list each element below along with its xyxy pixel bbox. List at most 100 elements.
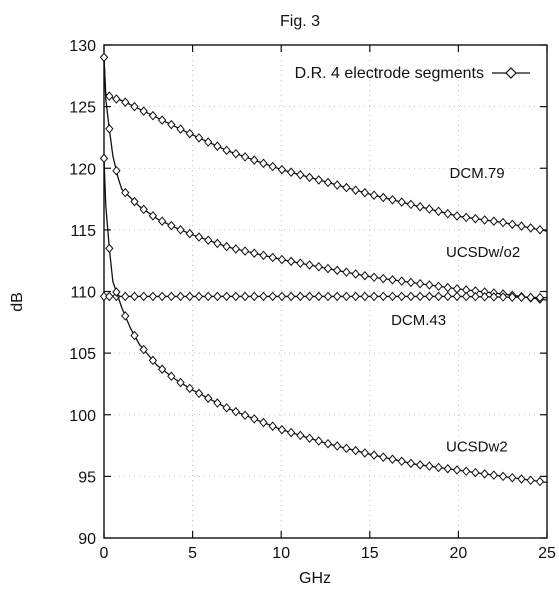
data-point — [388, 195, 397, 205]
data-point — [105, 291, 114, 302]
data-point — [360, 291, 370, 302]
data-point — [240, 291, 250, 302]
y-axis-title: dB — [9, 292, 26, 312]
data-point — [105, 243, 114, 254]
data-point — [176, 291, 185, 302]
data-point — [185, 228, 194, 239]
data-point — [471, 467, 480, 478]
data-point — [406, 199, 416, 210]
data-point — [296, 291, 305, 302]
data-point — [259, 158, 268, 169]
data-point — [259, 291, 268, 302]
x-tick-label: 25 — [538, 545, 556, 562]
data-point — [498, 292, 508, 302]
data-point — [305, 172, 314, 183]
series-group — [99, 52, 548, 487]
data-point — [231, 406, 241, 417]
data-point — [535, 224, 545, 235]
data-point — [213, 291, 222, 302]
data-point — [379, 192, 388, 203]
data-point — [360, 270, 370, 281]
series-dcm-43 — [99, 291, 548, 303]
data-point — [498, 471, 508, 482]
data-point — [185, 291, 194, 302]
data-point — [139, 204, 148, 215]
data-point — [268, 291, 277, 302]
data-point — [314, 436, 323, 446]
data-point — [286, 256, 296, 267]
data-point — [121, 97, 130, 107]
data-point — [369, 272, 379, 283]
data-point — [369, 450, 379, 460]
data-point — [240, 410, 250, 421]
data-point — [105, 124, 114, 134]
data-point — [452, 211, 462, 221]
data-point — [379, 291, 388, 302]
data-point — [434, 281, 443, 292]
data-point — [268, 161, 277, 172]
data-point — [305, 291, 314, 302]
data-point — [517, 474, 526, 484]
data-point — [157, 216, 167, 226]
data-point — [240, 246, 250, 256]
data-point — [213, 398, 222, 408]
data-point — [526, 292, 535, 303]
data-point — [406, 458, 416, 469]
data-point — [480, 215, 489, 225]
data-point — [157, 291, 167, 302]
data-point — [222, 241, 231, 252]
data-point — [277, 164, 287, 175]
data-point — [415, 460, 425, 470]
data-point — [471, 213, 480, 224]
data-point — [462, 291, 471, 302]
data-point — [462, 466, 471, 477]
data-point — [425, 204, 434, 214]
data-point — [351, 185, 360, 195]
y-tick-label: 105 — [69, 346, 96, 363]
data-point — [222, 145, 231, 156]
data-point — [222, 403, 231, 413]
data-point — [194, 232, 204, 242]
data-point — [99, 153, 109, 164]
data-point — [489, 470, 499, 480]
x-tick-label: 15 — [361, 545, 379, 562]
data-point — [222, 291, 231, 302]
data-point — [296, 170, 305, 180]
data-point — [112, 287, 121, 297]
data-point — [231, 244, 241, 254]
y-tick-label: 100 — [69, 408, 96, 425]
y-tick-label: 120 — [69, 161, 96, 178]
data-point — [305, 433, 314, 443]
data-point — [323, 291, 333, 302]
data-point — [333, 265, 342, 276]
series-line — [103, 158, 548, 484]
data-point — [425, 461, 434, 471]
data-point — [397, 456, 406, 467]
x-tick-label: 0 — [100, 545, 109, 562]
data-point — [250, 155, 259, 165]
data-point — [167, 220, 176, 231]
data-point — [452, 465, 462, 475]
data-point — [434, 291, 443, 302]
data-point — [342, 182, 351, 193]
data-point — [443, 208, 452, 219]
data-point — [176, 225, 185, 235]
data-point — [388, 291, 397, 302]
data-point — [130, 291, 139, 302]
data-point — [415, 278, 425, 289]
data-point — [351, 269, 360, 279]
series-labels: DCM.79 UCSDw/o2 DCM.43 UCSDw2 — [391, 165, 520, 456]
data-point — [517, 292, 526, 303]
data-point — [498, 217, 508, 228]
y-tick-label: 115 — [70, 223, 96, 240]
x-tick-label: 20 — [450, 545, 468, 562]
x-tick-label: 10 — [272, 545, 290, 562]
data-point — [167, 119, 176, 130]
data-point — [462, 212, 471, 223]
data-point — [535, 292, 545, 303]
data-point — [213, 141, 222, 151]
series-label: DCM.43 — [391, 312, 446, 329]
data-point — [342, 443, 351, 454]
data-point — [231, 148, 241, 159]
data-point — [121, 187, 130, 198]
